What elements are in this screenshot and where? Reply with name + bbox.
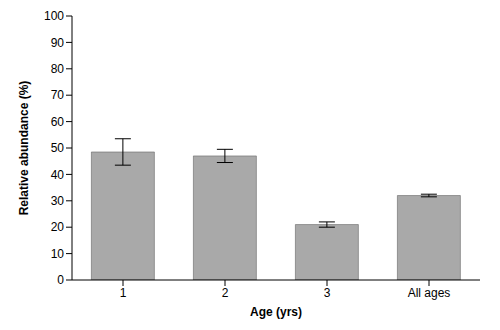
svg-text:20: 20 — [51, 220, 65, 234]
svg-text:90: 90 — [51, 36, 65, 50]
svg-text:30: 30 — [51, 194, 65, 208]
svg-text:60: 60 — [51, 115, 65, 129]
svg-text:70: 70 — [51, 88, 65, 102]
svg-text:40: 40 — [51, 168, 65, 182]
svg-text:50: 50 — [51, 141, 65, 155]
svg-text:0: 0 — [57, 273, 64, 287]
svg-text:1: 1 — [120, 286, 127, 300]
svg-text:100: 100 — [44, 9, 64, 23]
svg-text:3: 3 — [324, 286, 331, 300]
svg-text:2: 2 — [222, 286, 229, 300]
svg-text:Relative abundance (%): Relative abundance (%) — [17, 81, 31, 216]
svg-text:All ages: All ages — [408, 286, 451, 300]
svg-text:80: 80 — [51, 62, 65, 76]
svg-text:Age (yrs): Age (yrs) — [250, 305, 302, 319]
svg-text:10: 10 — [51, 247, 65, 261]
